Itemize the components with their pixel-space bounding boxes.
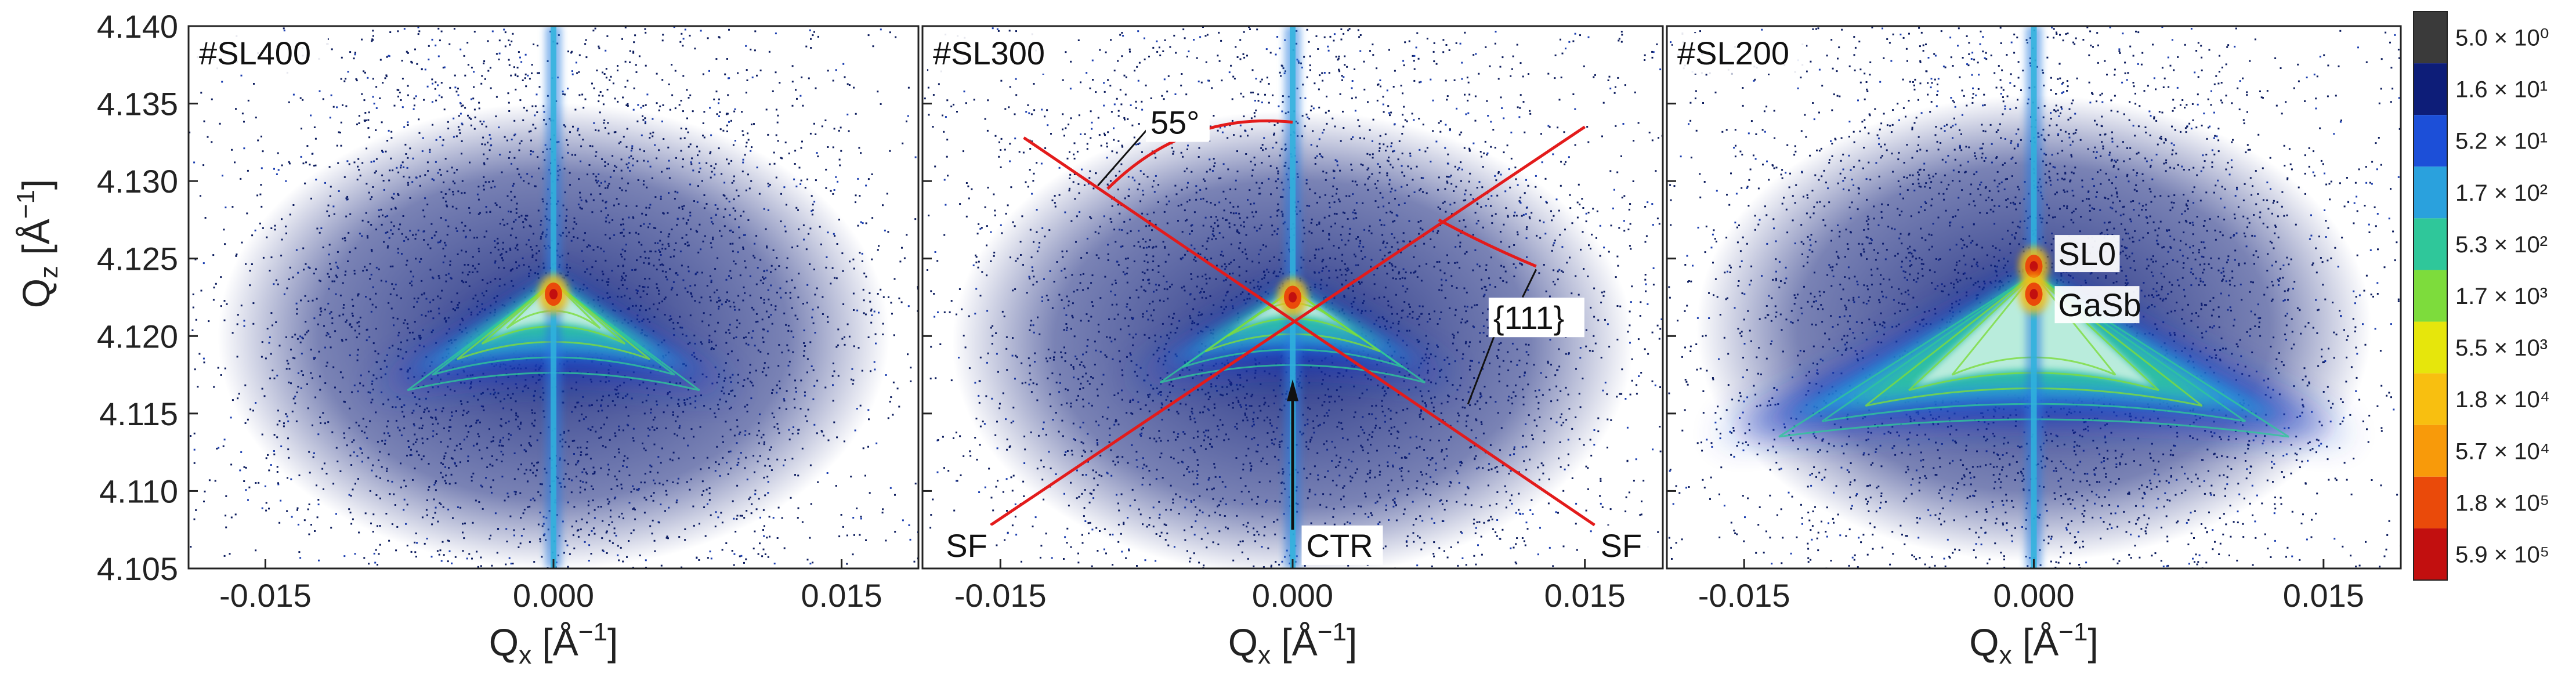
x-tick-label: -0.015 (954, 577, 1047, 614)
panel-label: #SL200 (1673, 33, 1806, 74)
peak-gasb (2018, 274, 2049, 314)
family-arc (1438, 218, 1537, 268)
x-tick-label: 0.015 (2283, 577, 2364, 614)
colorbar-label: 1.8 × 10⁴ (2455, 387, 2550, 412)
x-tick-label: -0.015 (1698, 577, 1790, 614)
svg-text:#SL400: #SL400 (199, 35, 311, 71)
family-label: {111} (1488, 298, 1584, 338)
colorbar-label: 5.9 × 10⁵ (2455, 542, 2549, 567)
x-axis-title: Qx [Å−1] (1228, 618, 1358, 669)
colorbar-swatch (2414, 321, 2447, 374)
x-tick-label: 0.000 (1252, 577, 1333, 614)
y-tick-label: 4.140 (97, 8, 178, 45)
y-tick-label: 4.110 (99, 473, 178, 509)
colorbar-label: 5.0 × 10⁰ (2455, 26, 2549, 51)
panel-heatmap (1667, 26, 2401, 568)
x-axis-title: Qx [Å−1] (489, 618, 618, 669)
y-tick-label: 4.115 (99, 396, 178, 432)
colorbar-label: 5.2 × 10¹ (2455, 129, 2548, 154)
colorbar-swatch (2414, 270, 2447, 322)
panel-label: #SL300 (928, 33, 1062, 74)
colorbar-label: 1.6 × 10¹ (2455, 77, 2548, 103)
y-axis-title: Qz [Å−1] (12, 179, 63, 309)
y-tick-label: 4.105 (97, 550, 178, 587)
sf-right-label: SF (1595, 525, 1648, 565)
colorbar-swatch (2414, 12, 2447, 64)
panel-label: #SL400 (194, 33, 328, 74)
colorbar-swatch (2414, 218, 2447, 270)
y-tick-label: 4.130 (97, 163, 178, 200)
colorbar-swatch (2414, 166, 2447, 219)
colorbar-label: 5.7 × 10⁴ (2455, 439, 2550, 464)
x-tick-label: 0.015 (801, 577, 882, 614)
peak-label-gasb: GaSb (2054, 286, 2141, 323)
colorbar-label: 5.5 × 10³ (2455, 335, 2548, 361)
ctr-label: CTR (1301, 525, 1383, 565)
x-tick-label: 0.015 (1544, 577, 1626, 614)
colorbar-swatch (2414, 425, 2447, 477)
sf-left-label: SF (941, 525, 994, 565)
x-axis-title: Qx [Å−1] (1969, 618, 2099, 669)
colorbar-swatch (2414, 63, 2447, 115)
colorbar-label: 5.3 × 10² (2455, 232, 2548, 258)
x-tick-label: -0.015 (219, 577, 312, 614)
y-tick-label: 4.125 (97, 241, 178, 277)
panels-layer: -0.015 0.000 0.015 Qx [Å−1] #SL400 4.105 4.110… (97, 8, 2402, 669)
colorbar-label: 1.7 × 10² (2455, 180, 2548, 206)
peak-label-sl0: SL0 (2054, 235, 2120, 273)
panel-2: -0.015 0.000 0.015 Qx [Å−1] #SL300 55° {111} SF… (921, 25, 1664, 669)
peak-1 (1278, 277, 1308, 317)
x-tick-label: 0.000 (513, 577, 594, 614)
panel-3: -0.015 0.000 0.015 Qx [Å−1] #SL200 SL0 GaSb (1666, 25, 2402, 669)
peak-sl0 (2018, 247, 2049, 287)
angle-label: 55° (1145, 102, 1210, 142)
colorbar-swatch (2414, 115, 2447, 167)
colorbar-label: 1.7 × 10³ (2455, 284, 2548, 309)
sf-line-1 (990, 125, 1586, 527)
y-tick-label: 4.135 (97, 86, 178, 122)
panel-heatmap (189, 26, 918, 568)
colorbar-swatch (2414, 476, 2447, 528)
colorbar-label: 1.8 × 10⁵ (2455, 490, 2549, 516)
peak-1 (538, 274, 569, 314)
colorbar-swatch (2414, 373, 2447, 425)
sf-line-2 (1023, 136, 1595, 527)
colorbar-swatch (2414, 528, 2447, 580)
sf-annotations: 55° {111} SF SF CTR (941, 102, 1648, 565)
x-tick-label: 0.000 (1993, 577, 2074, 614)
y-tick-label: 4.120 (97, 318, 178, 354)
colorbar: 5.0 × 10⁰ 1.6 × 10¹ 5.2 × 10¹ 1.7 × 10² 5.3 … (2413, 11, 2550, 581)
panel-1: -0.015 0.000 0.015 Qx [Å−1] #SL400 4.105 4.110… (97, 8, 920, 669)
